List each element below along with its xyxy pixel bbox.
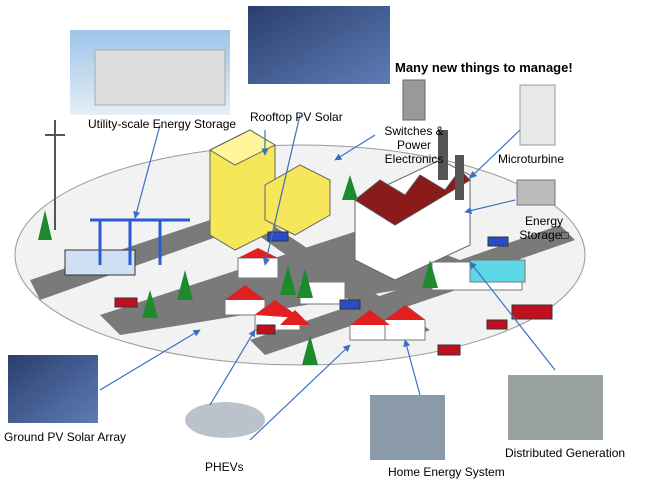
microturbine-photo — [520, 85, 555, 145]
rooftop-pv-photo — [248, 6, 390, 84]
phevs-photo — [185, 402, 265, 438]
generator-photo — [508, 375, 603, 440]
storage-containers — [95, 50, 225, 105]
storage-unit — [517, 180, 555, 205]
label: Ground PV Solar Array — [4, 430, 126, 444]
diagram: Many new things to manage! Utility-scale… — [0, 0, 645, 483]
label: Energy Storage□ — [514, 214, 574, 242]
label: Utility-scale Energy Storage — [88, 117, 236, 131]
label: Microturbine — [498, 152, 564, 166]
ground-pv-photo — [8, 355, 98, 423]
label: Home Energy System — [388, 465, 505, 479]
home-energy-photo — [370, 395, 445, 460]
label: Distributed Generation — [505, 446, 625, 460]
label: Switches & Power Electronics — [378, 124, 450, 166]
diagram-title: Many new things to manage! — [395, 60, 573, 75]
label: Rooftop PV Solar — [250, 110, 343, 124]
switch-device — [403, 80, 425, 120]
label: PHEVs — [205, 460, 244, 474]
